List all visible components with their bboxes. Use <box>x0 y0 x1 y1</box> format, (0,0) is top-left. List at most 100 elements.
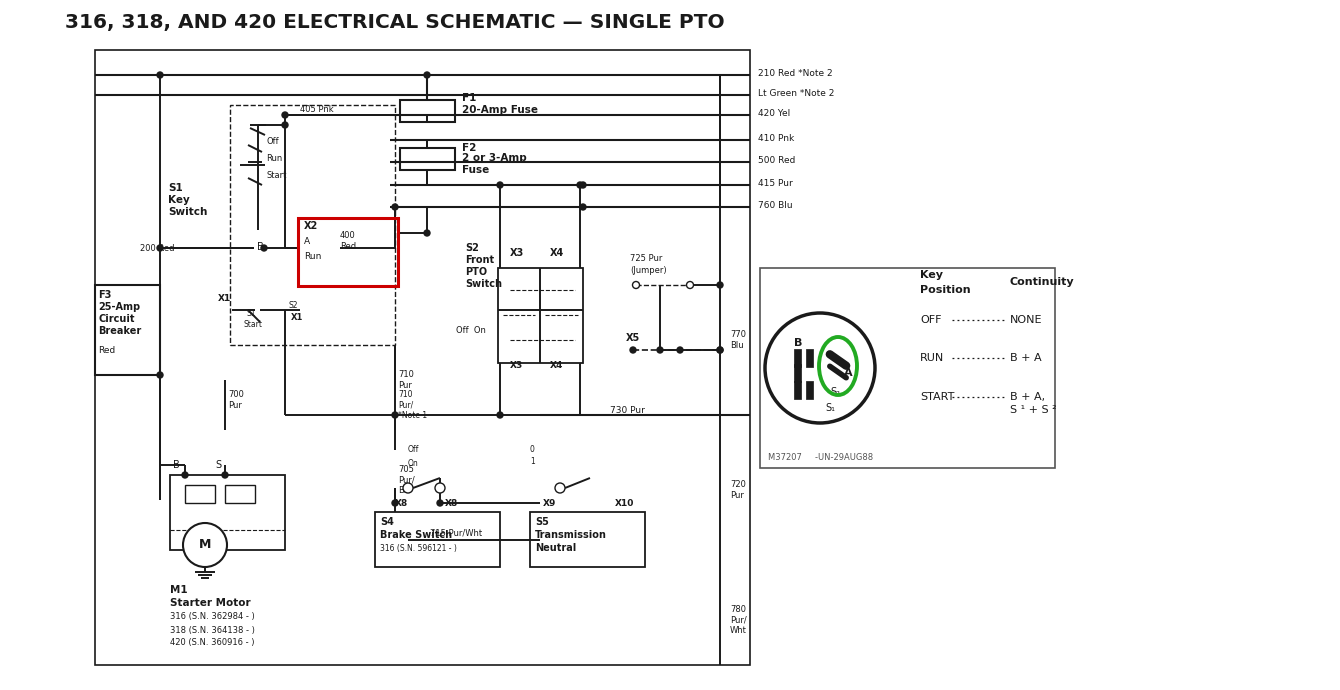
Bar <box>531 512 645 567</box>
Circle shape <box>555 483 565 493</box>
Text: M37207     -UN-29AUG88: M37207 -UN-29AUG88 <box>768 453 874 462</box>
Text: M: M <box>198 538 212 551</box>
Text: Run: Run <box>304 251 322 261</box>
Circle shape <box>717 347 724 353</box>
Text: 318 (S.N. 364138 - ): 318 (S.N. 364138 - ) <box>170 626 255 635</box>
Circle shape <box>281 122 288 128</box>
Text: Off  On: Off On <box>456 326 486 335</box>
Text: B + A,: B + A, <box>1010 392 1045 402</box>
Circle shape <box>157 72 163 78</box>
Text: Key: Key <box>168 195 190 205</box>
Text: Lt Green *Note 2: Lt Green *Note 2 <box>758 88 835 97</box>
Text: 710
Pur: 710 Pur <box>398 371 414 390</box>
Text: 710
Pur/
*Note 1: 710 Pur/ *Note 1 <box>398 390 427 420</box>
Circle shape <box>765 313 875 423</box>
Text: X5: X5 <box>626 333 641 343</box>
Text: B: B <box>173 460 180 470</box>
Circle shape <box>222 472 228 478</box>
Text: 770
Blu: 770 Blu <box>730 331 746 350</box>
Text: A: A <box>304 237 310 246</box>
Text: Brake Switch: Brake Switch <box>381 530 452 540</box>
Text: X1: X1 <box>218 293 232 302</box>
Text: 415 Pur: 415 Pur <box>758 179 793 188</box>
Circle shape <box>423 72 430 78</box>
Text: S5: S5 <box>535 517 549 527</box>
Circle shape <box>717 282 724 288</box>
Bar <box>795 381 801 399</box>
Text: RUN: RUN <box>921 353 945 363</box>
Circle shape <box>630 347 636 353</box>
Bar <box>297 218 398 286</box>
Circle shape <box>497 182 502 188</box>
Text: Switch: Switch <box>465 279 502 289</box>
Circle shape <box>578 182 583 188</box>
Bar <box>170 475 285 550</box>
Text: X3: X3 <box>511 360 523 370</box>
Text: 700
Pur: 700 Pur <box>228 391 244 410</box>
Circle shape <box>497 412 502 418</box>
Text: X10: X10 <box>615 498 634 508</box>
Circle shape <box>657 347 663 353</box>
Circle shape <box>184 523 226 567</box>
Circle shape <box>686 282 694 288</box>
Text: S ¹ + S ²: S ¹ + S ² <box>1010 405 1057 415</box>
Text: NONE: NONE <box>1010 315 1043 325</box>
Circle shape <box>632 282 639 288</box>
Text: S1: S1 <box>168 183 182 193</box>
Text: M1: M1 <box>170 585 188 595</box>
Text: S₁: S₁ <box>825 403 835 413</box>
Circle shape <box>393 412 398 418</box>
Bar <box>795 364 801 382</box>
Text: Run: Run <box>267 153 283 163</box>
Text: F1: F1 <box>462 93 477 103</box>
Text: On: On <box>407 458 419 468</box>
Circle shape <box>580 182 586 188</box>
Circle shape <box>261 245 267 251</box>
Text: Front: Front <box>465 255 494 265</box>
Bar <box>230 105 395 345</box>
Text: Switch: Switch <box>168 207 208 217</box>
Circle shape <box>281 112 288 118</box>
Circle shape <box>403 483 413 493</box>
Text: Start: Start <box>267 170 287 179</box>
Circle shape <box>580 204 586 210</box>
Text: 2 or 3-Amp: 2 or 3-Amp <box>462 153 527 163</box>
Text: OFF: OFF <box>921 315 942 325</box>
Text: X9: X9 <box>543 498 556 508</box>
Text: 500 Red: 500 Red <box>758 155 796 164</box>
Circle shape <box>182 472 188 478</box>
Text: 316 (S.N. 362984 - ): 316 (S.N. 362984 - ) <box>170 613 255 622</box>
Text: Starter Motor: Starter Motor <box>170 598 251 608</box>
Circle shape <box>677 347 683 353</box>
Text: Continuity: Continuity <box>1010 277 1075 287</box>
Text: S2: S2 <box>465 243 478 253</box>
Text: S4: S4 <box>381 517 394 527</box>
Bar <box>760 268 1055 468</box>
Text: 316, 318, AND 420 ELECTRICAL SCHEMATIC — SINGLE PTO: 316, 318, AND 420 ELECTRICAL SCHEMATIC —… <box>66 12 725 32</box>
Bar <box>225 485 255 503</box>
Text: S2: S2 <box>288 301 297 310</box>
Circle shape <box>393 500 398 506</box>
Bar <box>95 285 159 375</box>
Text: 316 (S.N. 596121 - ): 316 (S.N. 596121 - ) <box>381 544 457 553</box>
Text: (Jumper): (Jumper) <box>630 266 666 275</box>
Circle shape <box>717 347 724 353</box>
Text: 420 Yel: 420 Yel <box>758 108 791 117</box>
Text: Key: Key <box>921 270 943 280</box>
Text: 705
Pur/
Blk: 705 Pur/ Blk <box>398 465 415 495</box>
Text: 400: 400 <box>340 230 355 239</box>
Text: 405 Pnk: 405 Pnk <box>300 104 334 113</box>
Text: Transmission: Transmission <box>535 530 607 540</box>
Bar <box>95 50 750 665</box>
Text: Start: Start <box>243 319 263 328</box>
Bar <box>401 148 456 170</box>
Text: S1: S1 <box>247 308 256 317</box>
Text: 715 Pur/Wht: 715 Pur/Wht <box>430 529 482 538</box>
Text: B: B <box>793 338 803 348</box>
Circle shape <box>423 230 430 236</box>
Text: X8: X8 <box>395 498 409 508</box>
Text: B + A: B + A <box>1010 353 1041 363</box>
Circle shape <box>157 372 163 378</box>
Bar <box>795 349 801 367</box>
Text: B: B <box>257 242 264 252</box>
